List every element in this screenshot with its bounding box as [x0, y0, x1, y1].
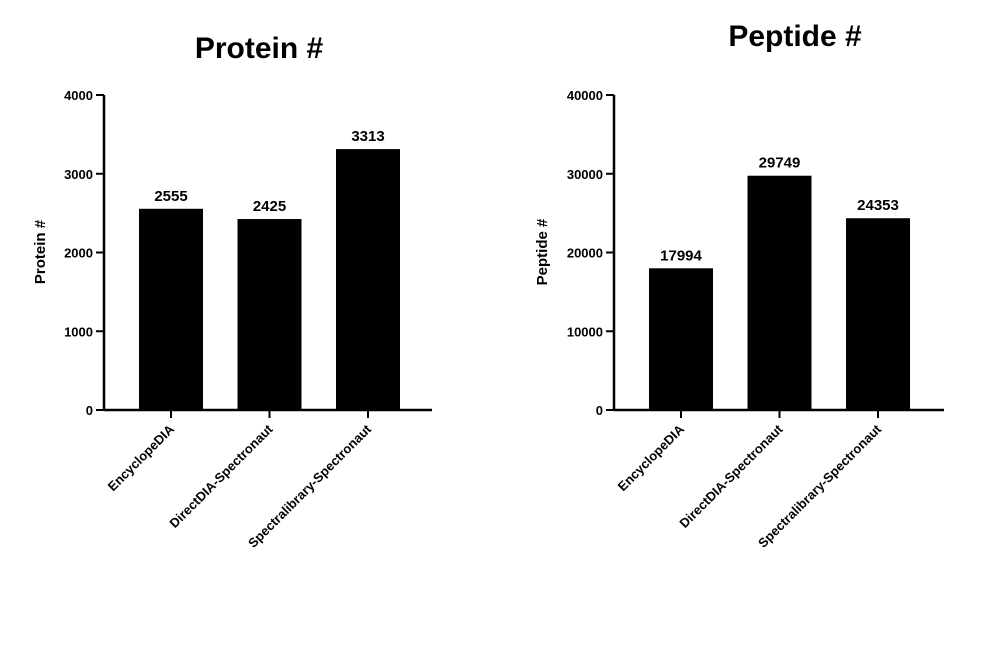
plot-area: 0 10000 20000 30000 40000 EncyclopeDIA 17994 Di… [567, 88, 944, 551]
data-label: 17994 [660, 247, 702, 264]
y-tick-label: 4000 [64, 88, 93, 103]
data-label: 2425 [253, 198, 286, 215]
y-tick-label: 3000 [64, 167, 93, 182]
y-tick-label: 2000 [64, 246, 93, 261]
x-tick-label: DirectDIA-Spectronaut [166, 421, 276, 531]
bar [237, 219, 302, 410]
data-label: 3313 [351, 128, 384, 145]
protein-chart: Protein # Protein # 0 1000 2000 3000 4000 Enc… [32, 32, 432, 551]
y-tick-label: 10000 [567, 324, 603, 339]
data-label: 2555 [154, 188, 187, 205]
y-axis-label: Protein # [32, 219, 49, 284]
bar [649, 268, 713, 410]
bar [336, 149, 400, 410]
x-tick-label: EncyclopeDIA [615, 421, 688, 494]
chart-title: Peptide # [728, 20, 862, 53]
bar [747, 175, 812, 410]
data-label: 29749 [759, 155, 801, 172]
data-label: 24353 [857, 197, 899, 214]
y-tick-label: 40000 [567, 88, 603, 103]
bar [139, 208, 203, 410]
y-tick-label: 20000 [567, 246, 603, 261]
y-tick-label: 1000 [64, 324, 93, 339]
y-tick-label: 30000 [567, 167, 603, 182]
x-tick-label: EncyclopeDIA [105, 421, 178, 494]
x-tick-label: DirectDIA-Spectronaut [676, 421, 786, 531]
y-axis-label: Peptide # [534, 218, 551, 285]
peptide-chart: Peptide # Peptide # 0 10000 20000 30000 4000… [534, 20, 944, 551]
bar [846, 218, 910, 410]
y-tick-label: 0 [86, 403, 93, 418]
chart-title: Protein # [195, 32, 324, 65]
plot-area: 0 1000 2000 3000 4000 EncyclopeDIA 2555 DirectD… [64, 88, 432, 551]
y-tick-label: 0 [596, 403, 603, 418]
